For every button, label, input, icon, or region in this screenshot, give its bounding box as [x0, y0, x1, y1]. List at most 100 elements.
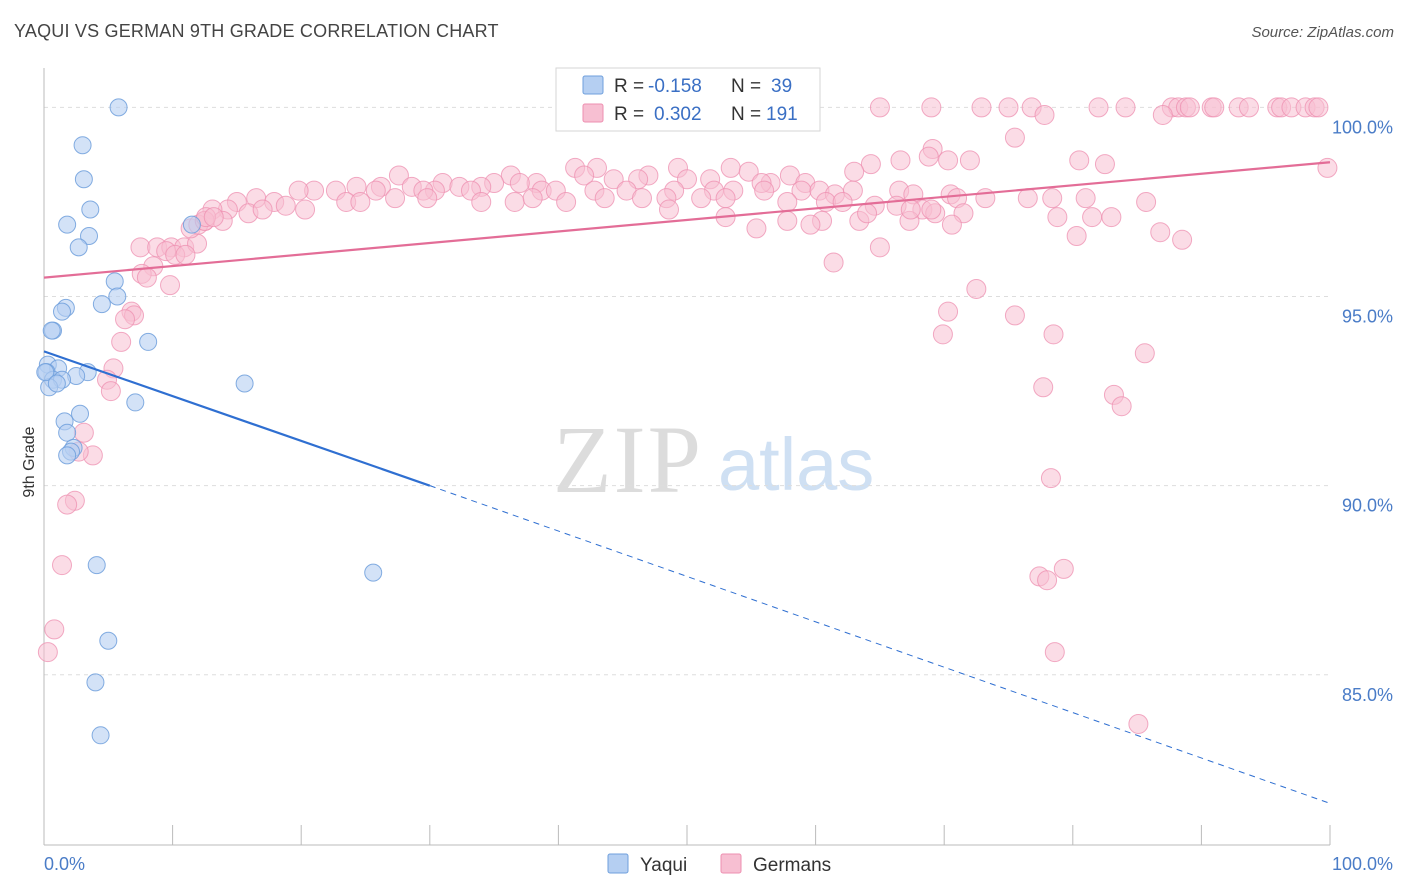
- german-point: [777, 191, 798, 212]
- yaqui-point: [235, 374, 254, 393]
- german-point: [385, 188, 406, 209]
- y-tick-label: 95.0%: [1342, 307, 1393, 327]
- german-point: [175, 244, 196, 265]
- yaqui-point: [69, 238, 88, 257]
- german-point: [658, 199, 679, 220]
- german-point: [738, 161, 759, 182]
- legend-r-value-yaqui: -0.158: [648, 76, 702, 97]
- german-point: [998, 97, 1019, 118]
- german-point: [1101, 207, 1122, 228]
- german-point: [1152, 104, 1173, 125]
- yaqui-point: [364, 563, 383, 582]
- yaqui-trend-extension: [429, 485, 1331, 804]
- german-point: [720, 157, 741, 178]
- german-point: [1040, 468, 1061, 489]
- yaqui-point: [108, 287, 127, 306]
- yaqui-point: [53, 302, 72, 321]
- german-point: [417, 188, 438, 209]
- german-point: [100, 381, 121, 402]
- german-point: [1150, 222, 1171, 243]
- watermark-atlas: atlas: [718, 423, 874, 506]
- bottom-legend-swatch-german: [720, 853, 742, 874]
- trend-lines: [43, 161, 1331, 804]
- german-point: [509, 173, 530, 194]
- yaqui-point: [182, 215, 201, 234]
- german-point: [288, 180, 309, 201]
- german-point: [860, 154, 881, 175]
- legend-n-label-german: N =: [731, 104, 761, 125]
- german-point: [1136, 191, 1157, 212]
- yaqui-point: [47, 374, 66, 393]
- german-point: [594, 188, 615, 209]
- watermark-zip: ZIP: [553, 406, 703, 513]
- yaqui-point: [81, 200, 100, 219]
- german-point: [1238, 97, 1259, 118]
- german-point: [1111, 396, 1132, 417]
- legend-r-label-german: R =: [614, 104, 644, 125]
- bottom-legend-label-german: Germans: [753, 855, 831, 876]
- german-point: [1134, 343, 1155, 364]
- german-point: [57, 494, 78, 515]
- german-point: [715, 188, 736, 209]
- yaqui-point: [73, 136, 92, 155]
- german-point: [1308, 97, 1329, 118]
- german-point: [1094, 154, 1115, 175]
- german-point: [1204, 97, 1225, 118]
- german-point: [918, 146, 939, 167]
- german-point: [574, 165, 595, 186]
- german-point: [1075, 188, 1096, 209]
- x-tick-label: 100.0%: [1332, 854, 1393, 874]
- german-point: [746, 218, 767, 239]
- german-point: [966, 278, 987, 299]
- german-point: [921, 199, 942, 220]
- german-point: [388, 165, 409, 186]
- german-point: [1037, 570, 1058, 591]
- bottom-legend-swatch-yaqui: [607, 853, 629, 874]
- german-point: [921, 97, 942, 118]
- yaqui-point: [36, 363, 55, 382]
- german-point: [275, 195, 296, 216]
- yaqui-point: [109, 98, 128, 117]
- german-point: [1047, 207, 1068, 228]
- legend-n-value-german: 191: [766, 104, 798, 125]
- german-point: [1115, 97, 1136, 118]
- yaqui-point: [105, 272, 124, 291]
- german-point: [631, 188, 652, 209]
- german-point: [504, 191, 525, 212]
- german-point: [932, 324, 953, 345]
- german-point: [869, 237, 890, 258]
- y-tick-label: 90.0%: [1342, 496, 1393, 516]
- german-point: [1066, 226, 1087, 246]
- chart-title: YAQUI VS GERMAN 9TH GRADE CORRELATION CH…: [14, 21, 499, 41]
- legend-r-value-german: 0.302: [654, 104, 702, 125]
- german-point: [295, 199, 316, 220]
- german-point: [844, 161, 865, 182]
- yaqui-point: [139, 332, 158, 351]
- german-point: [365, 180, 386, 201]
- german-point: [777, 210, 798, 231]
- german-point: [1172, 229, 1193, 250]
- german-point: [800, 214, 821, 235]
- german-point: [1082, 207, 1103, 228]
- german-point: [130, 237, 151, 258]
- german-point: [900, 199, 921, 220]
- german-point: [1042, 188, 1063, 209]
- legend-swatch-yaqui: [582, 75, 604, 95]
- german-point: [941, 214, 962, 235]
- german-point: [1004, 127, 1025, 148]
- source-label: Source: ZipAtlas.com: [1251, 24, 1394, 41]
- legend-n-value-yaqui: 39: [771, 76, 792, 97]
- yaqui-point: [71, 404, 90, 423]
- yaqui-point: [92, 295, 111, 314]
- german-point: [522, 188, 543, 209]
- german-point: [136, 267, 157, 288]
- german-point: [832, 191, 853, 212]
- german-points: [37, 97, 1338, 734]
- german-point: [115, 309, 136, 330]
- y-axis-label: 9th Grade: [21, 426, 38, 497]
- german-point: [823, 252, 844, 273]
- yaqui-point: [58, 215, 77, 234]
- german-point: [1033, 377, 1054, 398]
- german-point: [1179, 97, 1200, 118]
